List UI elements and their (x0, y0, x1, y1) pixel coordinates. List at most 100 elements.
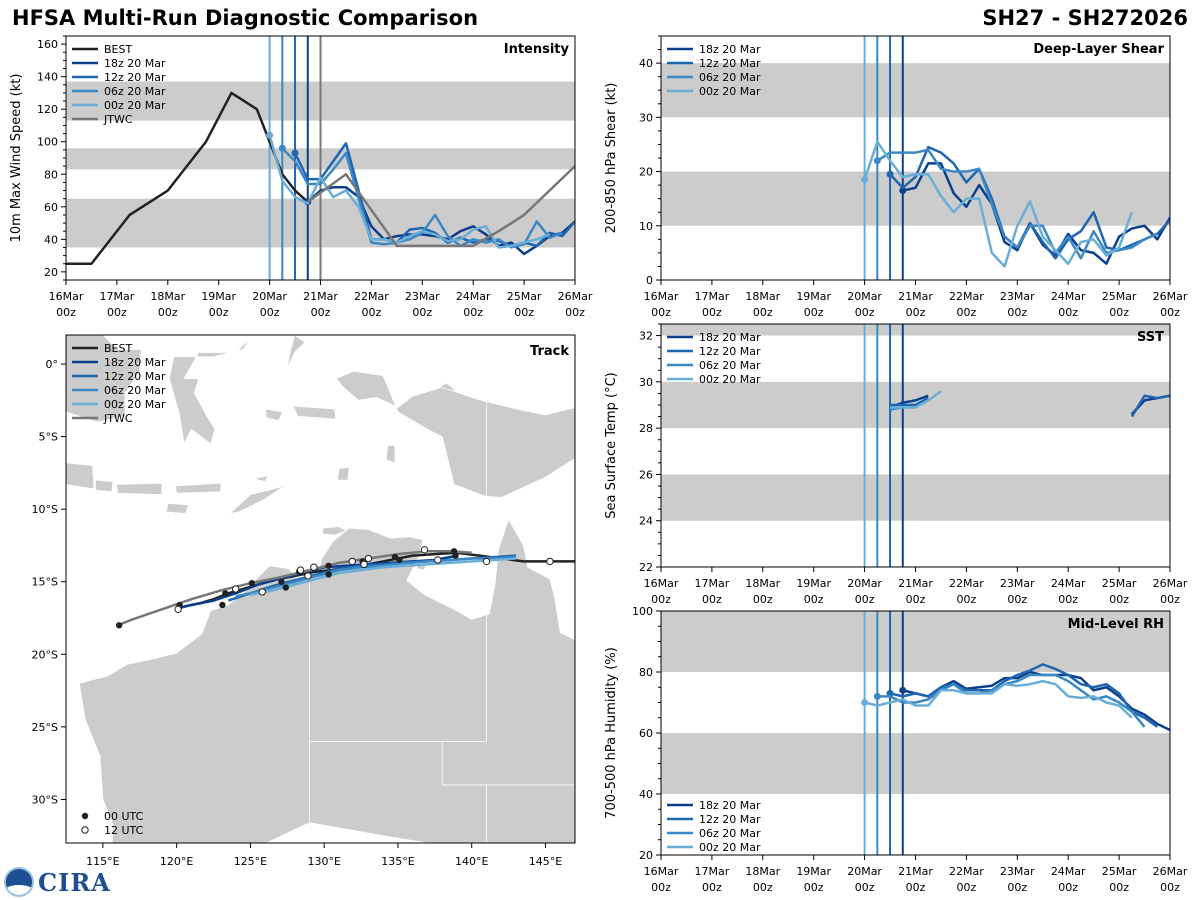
track-point-00utc (115, 622, 123, 629)
track-legend-label: 06z 20 Mar (104, 384, 166, 397)
sst-xtick-label: 00z (1109, 593, 1129, 606)
state-border (441, 741, 487, 843)
intensity-xtick-label: 00z (514, 306, 534, 319)
shear-legend-label: 00z 20 Mar (699, 85, 761, 98)
shear-series-marker (873, 157, 881, 165)
rh-ytick-label: 40 (639, 788, 653, 801)
track-legend-00utc-label: 00 UTC (104, 810, 144, 823)
sst-xtick-label: 20Mar (847, 577, 882, 590)
track-point-12utc (360, 560, 368, 569)
shear-xtick-label: 17Mar (695, 290, 730, 303)
intensity-ytick-label: 120 (37, 103, 58, 116)
lombok-sumbawa-land (115, 482, 163, 496)
track-legend-00utc-marker (81, 812, 89, 820)
track-ytick-label: 15°S (32, 576, 58, 589)
intensity-xtick-label: 24Mar (456, 290, 491, 303)
shear-legend-label: 12z 20 Mar (699, 57, 761, 70)
rh-xtick-label: 00z (855, 881, 875, 894)
intensity-xtick-label: 00z (362, 306, 382, 319)
intensity-title: Intensity (504, 42, 570, 57)
wetar-land (253, 475, 269, 483)
track-xtick-label: 145°E (529, 855, 562, 868)
shear-series-line (863, 140, 1134, 268)
shear-xtick-label: 00z (1160, 306, 1180, 319)
track-ytick-label: 5°S (39, 431, 58, 444)
intensity-legend-label: 18z 20 Mar (104, 57, 166, 70)
intensity-xtick-label: 00z (260, 306, 280, 319)
track-point-00utc (325, 562, 332, 569)
shear-xtick-label: 24Mar (1051, 290, 1086, 303)
rh-legend-label: 00z 20 Mar (699, 841, 761, 854)
sst-legend-label: 00z 20 Mar (699, 373, 761, 386)
intensity-xtick-label: 00z (158, 306, 178, 319)
track-point-00utc (222, 590, 229, 597)
shear-ytick-label: 30 (639, 111, 653, 124)
shear-series-marker (886, 170, 894, 178)
track-frame (65, 334, 576, 844)
sst-series-line (1130, 394, 1170, 418)
intensity-ytick-label: 40 (44, 233, 58, 246)
track-xtick-label: 125°E (234, 855, 267, 868)
intensity-series-marker (266, 131, 274, 139)
intensity-legend-label: 06z 20 Mar (104, 85, 166, 98)
track-legend-label: JTWC (103, 412, 133, 425)
rh-xtick-label: 00z (702, 881, 722, 894)
intensity-ytick-label: 20 (44, 266, 58, 279)
sst-ytick-label: 28 (639, 422, 653, 435)
track-point-12utc (348, 557, 356, 566)
track-ytick-label: 0° (46, 358, 59, 371)
rh-xtick-label: 17Mar (695, 865, 730, 878)
shear-xtick-label: 00z (753, 306, 773, 319)
track-point-00utc (452, 552, 459, 559)
intensity-series-line (293, 142, 575, 248)
seram-land (292, 405, 337, 420)
rh-ytick-label: 60 (639, 727, 653, 740)
track-point-12utc (482, 557, 491, 566)
sst-xtick-label: 00z (1007, 593, 1027, 606)
track-xtick-label: 130°E (307, 855, 340, 868)
rh-plot-area (661, 611, 1170, 855)
track-point-12utc (364, 554, 373, 563)
shear-ytick-label: 20 (639, 166, 653, 179)
track-xtick-label: 140°E (455, 855, 488, 868)
rh-series-line (889, 663, 1159, 728)
track-legend-12utc-label: 12 UTC (104, 824, 144, 837)
australia-land (78, 518, 575, 843)
intensity-xtick-label: 18Mar (150, 290, 185, 303)
shear-band (661, 171, 1170, 226)
tanimbar-land (337, 466, 350, 481)
rh-band (661, 611, 1170, 672)
shear-xtick-label: 22Mar (949, 290, 984, 303)
shear-title: Deep-Layer Shear (1033, 42, 1164, 57)
intensity-xtick-label: 22Mar (354, 290, 389, 303)
rh-xtick-label: 22Mar (949, 865, 984, 878)
rh-title: Mid-Level RH (1068, 617, 1164, 632)
intensity-xtick-label: 21Mar (303, 290, 338, 303)
sst-xtick-label: 00z (702, 593, 722, 606)
sst-series-line (890, 396, 929, 407)
intensity-xtick-label: 20Mar (252, 290, 287, 303)
shear-series-marker (861, 176, 869, 184)
shear-xtick-label: 00z (906, 306, 926, 319)
shear-xtick-label: 26Mar (1153, 290, 1188, 303)
shear-xtick-label: 16Mar (644, 290, 679, 303)
track-ytick-label: 30°S (32, 793, 58, 806)
melville-island (322, 526, 348, 536)
shear-xtick-label: 00z (957, 306, 977, 319)
sst-legend-label: 18z 20 Mar (699, 331, 761, 344)
sst-xtick-label: 00z (906, 593, 926, 606)
intensity-ytick-label: 140 (37, 71, 58, 84)
sst-band (661, 474, 1170, 521)
shear-series-marker (899, 187, 907, 195)
sst-xtick-label: 26Mar (1153, 577, 1188, 590)
intensity-xtick-label: 00z (56, 306, 76, 319)
intensity-xtick-label: 26Mar (558, 290, 593, 303)
rh-series-line (864, 679, 1133, 719)
track-point-12utc (304, 572, 312, 580)
rh-series-marker (899, 686, 907, 694)
sst-xtick-label: 00z (804, 593, 824, 606)
rh-xtick-label: 19Mar (796, 865, 831, 878)
sumba-land (165, 502, 190, 514)
sst-xtick-label: 21Mar (898, 577, 933, 590)
